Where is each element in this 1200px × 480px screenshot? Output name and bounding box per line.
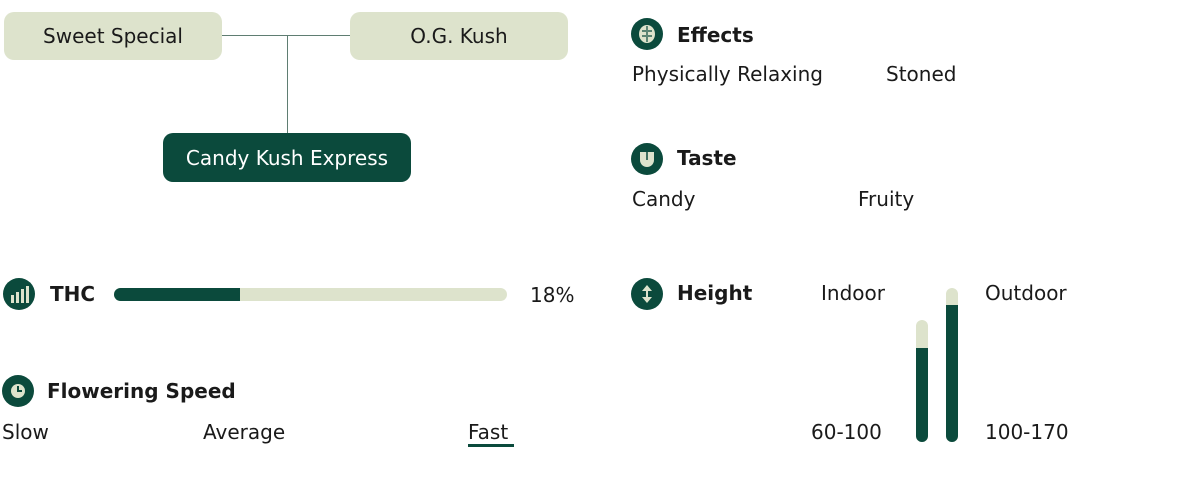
selected-underline bbox=[468, 444, 514, 447]
effect-item: Stoned bbox=[886, 62, 957, 86]
indoor-height-bar bbox=[916, 320, 928, 442]
lineage-connector bbox=[222, 35, 350, 36]
thc-label: THC bbox=[50, 282, 96, 306]
indoor-height-bar-fill bbox=[916, 348, 928, 442]
clock-gear-icon bbox=[2, 375, 34, 407]
flowering-speed-label: Flowering Speed bbox=[47, 379, 236, 403]
outdoor-label: Outdoor bbox=[985, 281, 1067, 305]
current-strain: Candy Kush Express bbox=[163, 133, 411, 182]
parent-strain-og-kush[interactable]: O.G. Kush bbox=[350, 12, 568, 60]
thc-bar bbox=[114, 288, 507, 301]
outdoor-range: 100-170 bbox=[985, 420, 1069, 444]
indoor-label: Indoor bbox=[821, 281, 885, 305]
thc-bar-fill bbox=[114, 288, 240, 301]
effects-label: Effects bbox=[677, 23, 754, 47]
flowering-option-slow: Slow bbox=[2, 420, 49, 444]
tongue-icon bbox=[631, 143, 663, 175]
brain-icon bbox=[631, 18, 663, 50]
taste-item: Candy bbox=[632, 187, 696, 211]
signal-bars-icon bbox=[3, 278, 35, 310]
flowering-option-average: Average bbox=[203, 420, 286, 444]
effect-item: Physically Relaxing bbox=[632, 62, 823, 86]
height-label: Height bbox=[677, 281, 753, 305]
flowering-option-fast: Fast bbox=[468, 420, 509, 444]
taste-item: Fruity bbox=[858, 187, 915, 211]
lineage-connector-vertical bbox=[287, 35, 288, 133]
parent-strain-sweet-special[interactable]: Sweet Special bbox=[4, 12, 222, 60]
outdoor-height-bar bbox=[946, 288, 958, 442]
indoor-range: 60-100 bbox=[811, 420, 882, 444]
taste-label: Taste bbox=[677, 146, 737, 170]
vertical-arrows-icon bbox=[631, 278, 663, 310]
thc-value: 18% bbox=[530, 283, 575, 307]
outdoor-height-bar-fill bbox=[946, 304, 958, 442]
